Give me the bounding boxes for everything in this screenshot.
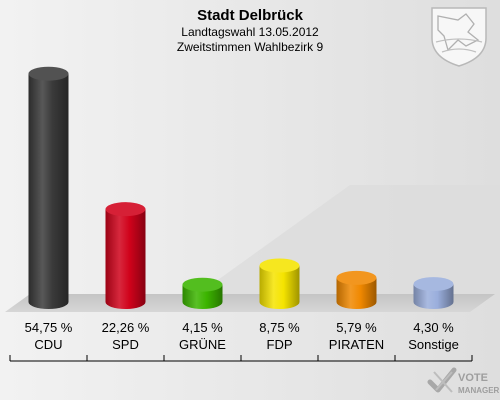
bar-top-piraten bbox=[336, 270, 377, 285]
value-label-spd: 22,26 % bbox=[102, 320, 150, 335]
value-label-sonstige: 4,30 % bbox=[413, 320, 454, 335]
bar-body-spd bbox=[105, 209, 146, 310]
bar-body-piraten bbox=[336, 277, 377, 310]
category-axis: CDU SPD GRÜNE FDP PIRATEN Sonstige bbox=[9, 337, 473, 362]
vote-manager-logo: VOTE MANAGER bbox=[427, 367, 500, 395]
vote-manager-line2: MANAGER bbox=[458, 386, 500, 395]
bar-top-fdp bbox=[259, 258, 300, 273]
value-labels: 54,75 % 22,26 % 4,15 % 8,75 % 5,79 % 4,30 % bbox=[25, 320, 455, 335]
chart-title: Stadt Delbrück bbox=[197, 7, 304, 24]
bar-cdu bbox=[28, 66, 69, 309]
category-label-piraten: PIRATEN bbox=[329, 337, 384, 352]
bar-top-spd bbox=[105, 202, 146, 217]
bars bbox=[28, 66, 454, 310]
bar-top-sonstige bbox=[413, 277, 454, 292]
chart-subtitle-district: Zweitstimmen Wahlbezirk 9 bbox=[177, 40, 324, 54]
category-label-fdp: FDP bbox=[267, 337, 293, 352]
value-label-grne: 4,15 % bbox=[182, 320, 223, 335]
vote-manager-line1: VOTE bbox=[458, 372, 488, 384]
bar-body-fdp bbox=[259, 265, 300, 310]
bar-fdp bbox=[259, 258, 300, 310]
value-label-piraten: 5,79 % bbox=[336, 320, 377, 335]
category-label-spd: SPD bbox=[112, 337, 139, 352]
bar-top-cdu bbox=[28, 66, 69, 81]
category-label-grne: GRÜNE bbox=[179, 337, 226, 352]
bar-piraten bbox=[336, 270, 377, 310]
chart-subtitle-election: Landtagswahl 13.05.2012 bbox=[181, 25, 319, 39]
category-label-sonstige: Sonstige bbox=[408, 337, 459, 352]
coat-of-arms-icon bbox=[431, 7, 487, 67]
bar-body-grne bbox=[182, 284, 223, 310]
bar-spd bbox=[105, 202, 146, 310]
bar-top-grne bbox=[182, 277, 223, 292]
bar-sonstige bbox=[413, 277, 454, 310]
category-label-cdu: CDU bbox=[34, 337, 62, 352]
bar-body-sonstige bbox=[413, 284, 454, 310]
value-label-fdp: 8,75 % bbox=[259, 320, 300, 335]
bar-body-cdu bbox=[28, 73, 69, 309]
value-label-cdu: 54,75 % bbox=[25, 320, 73, 335]
bar-grne bbox=[182, 277, 223, 310]
